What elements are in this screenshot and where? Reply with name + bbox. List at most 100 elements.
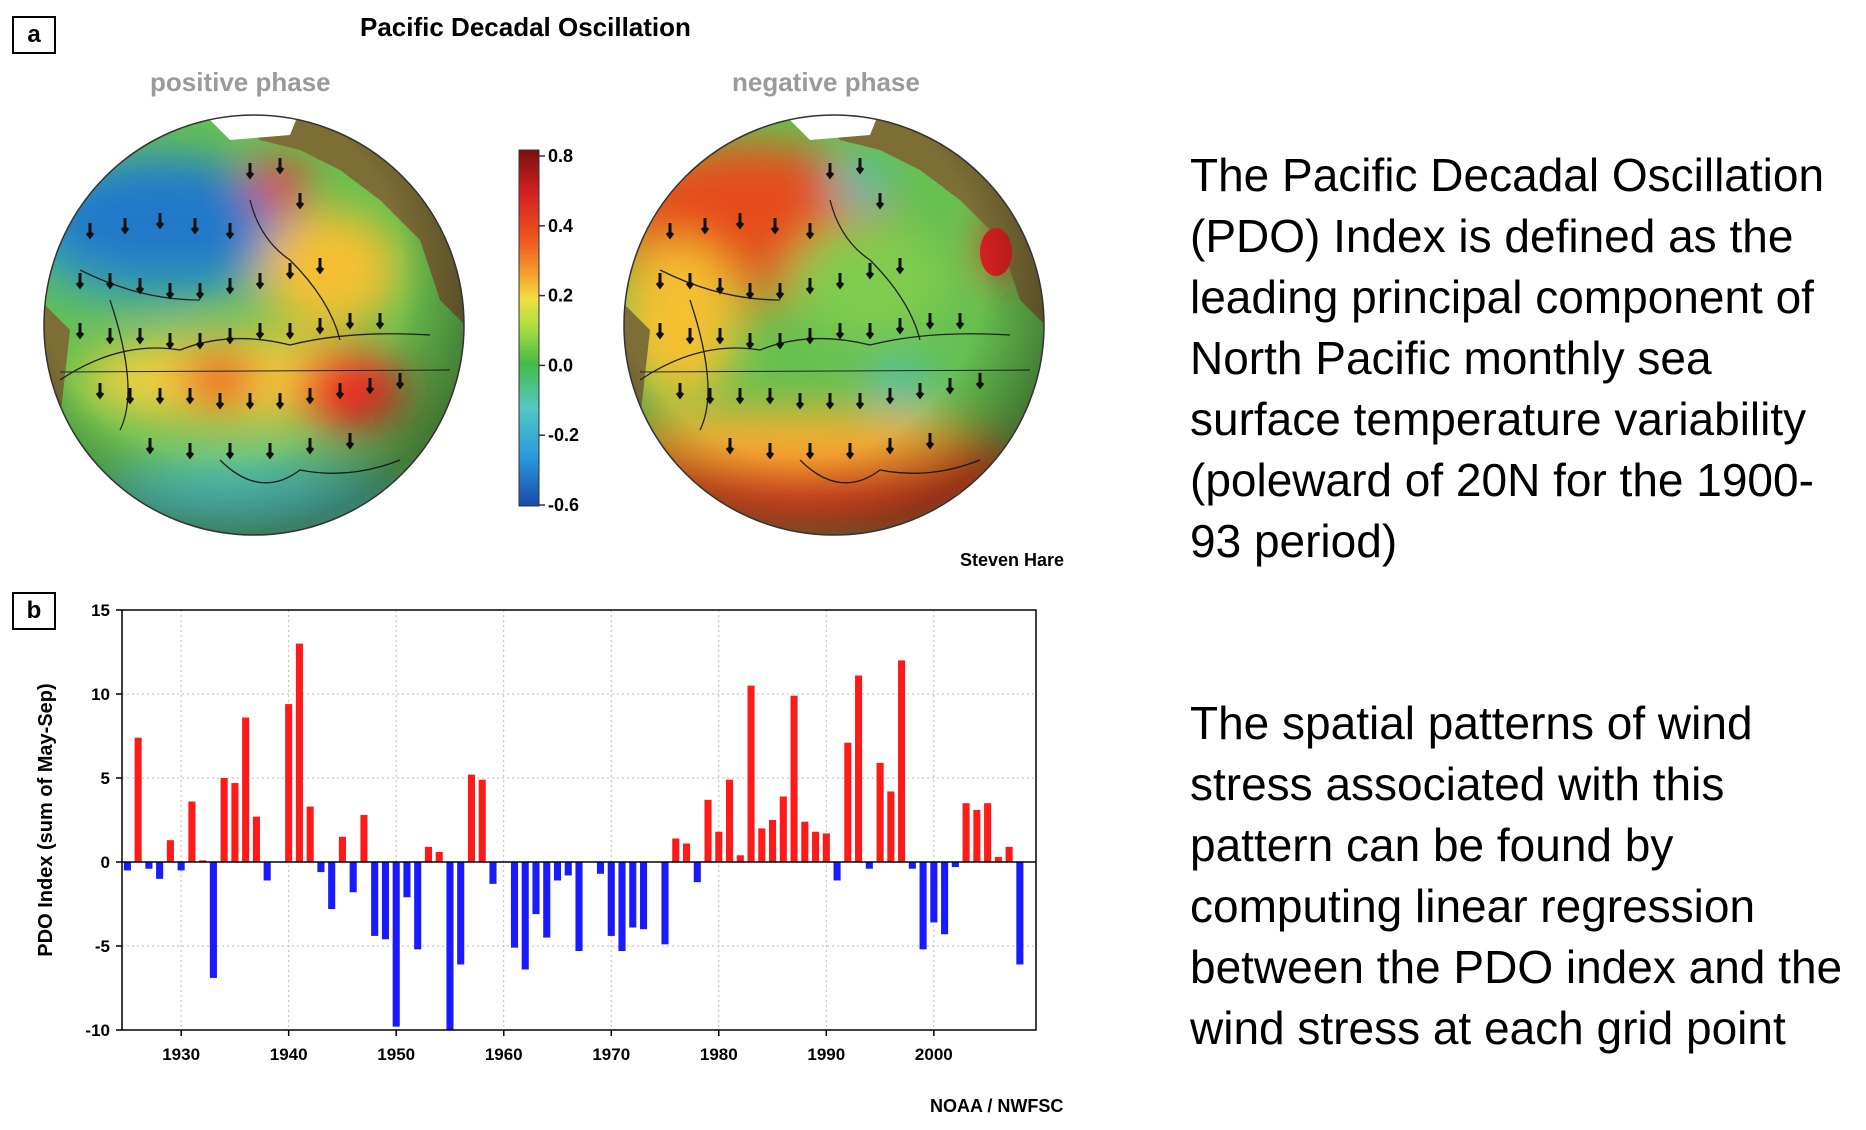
- bar-1962: [521, 862, 529, 970]
- map-credit: Steven Hare: [960, 550, 1065, 570]
- bar-1980: [715, 831, 723, 862]
- bar-1970: [607, 862, 615, 936]
- positive-phase-label: positive phase: [150, 67, 331, 97]
- x-tick-label: 1970: [592, 1045, 630, 1064]
- bar-1989: [812, 831, 820, 862]
- bar-1954: [435, 851, 443, 862]
- bar-1959: [489, 862, 497, 884]
- description-paragraph-1: The Pacific Decadal Oscillation (PDO) In…: [1190, 149, 1825, 567]
- bar-1949: [381, 862, 389, 940]
- bar-1992: [844, 742, 852, 862]
- bar-1966: [564, 862, 572, 876]
- bar-1953: [424, 846, 433, 862]
- bar-1996: [887, 791, 895, 862]
- bar-2005: [984, 803, 992, 862]
- bar-1994: [865, 862, 873, 869]
- x-tick-label: 1960: [485, 1045, 523, 1064]
- bar-1957: [467, 774, 476, 862]
- bar-1971: [618, 862, 626, 952]
- bar-1976: [672, 838, 680, 862]
- panel-a-label: a: [12, 16, 56, 54]
- bar-1936: [242, 717, 250, 862]
- bar-1933: [209, 862, 217, 978]
- y-tick-label: 10: [91, 685, 110, 704]
- bar-2001: [941, 862, 949, 935]
- bar-1993: [855, 675, 863, 862]
- bar-1985: [769, 820, 777, 862]
- bar-2003: [962, 803, 970, 862]
- bar-1990: [822, 833, 830, 862]
- negative-phase-label: negative phase: [732, 67, 920, 97]
- bar-2004: [973, 809, 981, 862]
- description-paragraph-2: The spatial patterns of wind stress asso…: [1190, 697, 1843, 1054]
- colorbar-tick-label: 0.4: [548, 216, 573, 236]
- bar-1999: [919, 862, 927, 950]
- bar-1930: [177, 862, 185, 871]
- pdo-index-bar-chart: 15 10 5 0 -5 -10 1930 1940 1950 1960 1970 1980 1990…: [35, 601, 1037, 1064]
- bar-1955: [446, 862, 454, 1030]
- y-axis-label: PDO Index (sum of May-Sep): [35, 683, 57, 956]
- bar-1987: [790, 695, 798, 862]
- bar-1931: [188, 801, 196, 862]
- bar-1973: [639, 862, 648, 930]
- x-tick-label: 1950: [377, 1045, 415, 1064]
- bar-1978: [693, 862, 701, 883]
- y-tick-label: 5: [101, 769, 110, 788]
- bar-1967: [575, 862, 583, 952]
- bar-1950: [392, 862, 400, 1027]
- y-axis: 15 10 5 0 -5 -10: [85, 601, 122, 1040]
- colorbar-tick-label: 0.2: [548, 286, 573, 306]
- bar-1952: [414, 862, 422, 950]
- y-tick-label: -5: [95, 937, 110, 956]
- x-tick-label: 1940: [270, 1045, 308, 1064]
- bar-1975: [661, 862, 669, 945]
- x-tick-label: 2000: [915, 1045, 953, 1064]
- bar-1983: [747, 685, 755, 862]
- bar-1988: [801, 821, 809, 862]
- bar-1925: [123, 862, 131, 871]
- bar-1977: [682, 843, 691, 862]
- bar-1982: [736, 855, 744, 862]
- y-tick-label: -10: [85, 1021, 110, 1040]
- bar-1951: [403, 862, 411, 898]
- colorbar-tick-label: 0.8: [548, 146, 573, 166]
- bar-2007: [1005, 846, 1013, 862]
- bar-1948: [371, 862, 379, 936]
- bar-1991: [833, 862, 841, 881]
- bar-1938: [263, 862, 271, 881]
- bar-1946: [349, 862, 357, 893]
- x-tick-label: 1980: [700, 1045, 738, 1064]
- bar-1927: [145, 862, 153, 869]
- bar-1958: [478, 779, 486, 862]
- bar-1969: [596, 862, 605, 874]
- colorbar: 0.8 0.4 0.2 0.0 -0.2 -0.6: [518, 146, 579, 515]
- bar-1941: [295, 643, 303, 862]
- chart-bars: [123, 643, 1024, 1030]
- bar-1956: [457, 862, 465, 965]
- bar-2002: [951, 862, 959, 868]
- colorbar-tick-label: -0.2: [548, 425, 579, 445]
- bar-1937: [252, 816, 260, 862]
- bar-1984: [758, 828, 766, 862]
- bar-1979: [704, 799, 712, 862]
- y-tick-label: 15: [91, 601, 110, 620]
- pdo-maps: 0.8 0.4 0.2 0.0 -0.2 -0.6: [43, 114, 1045, 536]
- bar-1944: [328, 862, 336, 910]
- bar-1998: [908, 862, 916, 869]
- bar-1943: [317, 862, 325, 873]
- figure-title: Pacific Decadal Oscillation: [360, 12, 691, 42]
- colorbar-tick-label: 0.0: [548, 355, 573, 375]
- x-tick-label: 1930: [162, 1045, 200, 1064]
- bar-2008: [1016, 862, 1024, 965]
- bar-1929: [166, 840, 174, 862]
- colorbar-tick-label: -0.6: [548, 495, 579, 515]
- bar-1942: [306, 806, 314, 862]
- bar-1997: [898, 660, 906, 862]
- bar-1972: [629, 862, 637, 928]
- bar-2006: [994, 856, 1002, 862]
- bar-1947: [360, 814, 368, 862]
- bar-1963: [532, 862, 540, 915]
- bar-1935: [231, 783, 239, 862]
- chart-credit: NOAA / NWFSC: [930, 1096, 1064, 1116]
- bar-1995: [876, 762, 884, 862]
